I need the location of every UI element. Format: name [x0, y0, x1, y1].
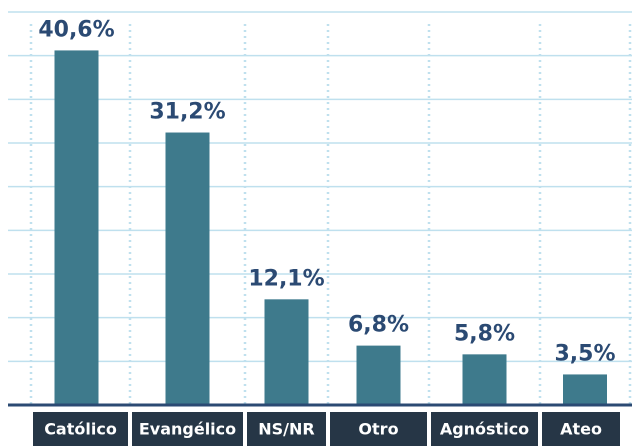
x-tick-label: NS/NR [258, 420, 314, 439]
value-label: 5,8% [454, 321, 515, 346]
value-label: 12,1% [248, 266, 324, 291]
x-tick-label: Otro [358, 420, 398, 439]
bar [264, 299, 309, 405]
bar [462, 354, 507, 405]
category-box [542, 412, 620, 446]
value-label: 40,6% [38, 17, 114, 42]
category-box [33, 412, 128, 446]
value-label: 31,2% [149, 100, 225, 125]
bar [165, 132, 210, 405]
bar [563, 374, 607, 405]
value-label: 3,5% [554, 341, 615, 366]
category-box [431, 412, 538, 446]
bar [356, 345, 401, 405]
category-box [132, 412, 243, 446]
x-tick-label: Agnóstico [440, 420, 529, 439]
x-tick-label: Católico [44, 420, 117, 439]
category-box [247, 412, 326, 446]
x-tick-label: Ateo [560, 420, 602, 439]
category-box [330, 412, 427, 446]
x-tick-label: Evangélico [139, 420, 236, 439]
value-label: 6,8% [348, 313, 409, 338]
bar [54, 50, 99, 405]
